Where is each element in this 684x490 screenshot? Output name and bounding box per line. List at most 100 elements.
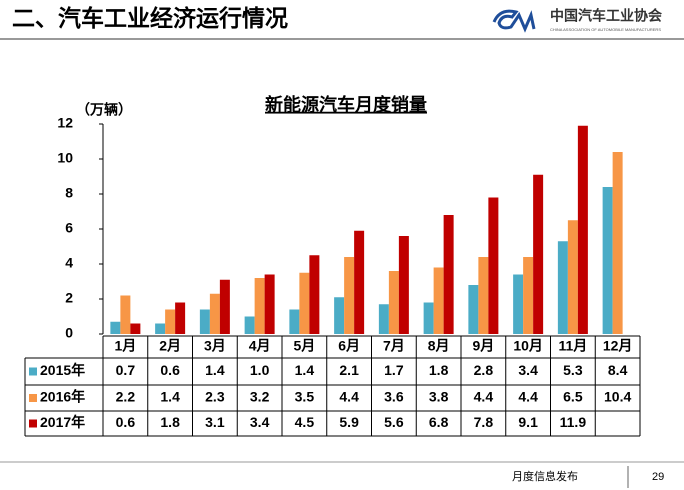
table-value: 3.4 (518, 362, 538, 378)
bar (110, 321, 121, 334)
table-value: 6.8 (429, 414, 449, 430)
legend-label: 2016年 (40, 389, 85, 405)
legend-label: 2015年 (40, 362, 85, 378)
y-tick-label: 2 (65, 290, 73, 306)
x-tick-label: 6月 (338, 338, 360, 354)
table-value: 2.1 (339, 362, 359, 378)
y-tick-label: 6 (65, 220, 73, 236)
table-value: 1.0 (250, 362, 270, 378)
table-value: 11.9 (560, 414, 587, 430)
table-value: 8.4 (608, 362, 628, 378)
bar (219, 279, 230, 334)
page-number: 29 (652, 471, 664, 483)
bar (354, 230, 365, 334)
y-tick-label: 12 (57, 115, 73, 131)
table-value: 3.2 (250, 389, 270, 405)
bar (612, 152, 623, 334)
table-value: 2.3 (205, 389, 225, 405)
x-tick-label: 8月 (428, 338, 450, 354)
bar (513, 274, 524, 334)
bar (155, 323, 166, 334)
y-axis-label: （万辆） (76, 102, 132, 118)
table-value: 3.1 (205, 414, 225, 430)
bar (334, 297, 345, 334)
logo-mark (492, 9, 536, 33)
table-value: 3.8 (429, 389, 449, 405)
table-value: 1.8 (160, 414, 180, 430)
bar (378, 304, 389, 334)
bar (130, 323, 141, 334)
x-tick-label: 4月 (249, 338, 271, 354)
bar (299, 272, 310, 334)
table-value: 5.9 (339, 414, 359, 430)
bar (567, 220, 578, 334)
logo-text: 中国汽车工业协会 (550, 8, 663, 24)
x-tick-label: 7月 (383, 338, 405, 354)
bar (433, 267, 444, 334)
y-tick-label: 4 (65, 255, 73, 271)
bar (344, 257, 355, 334)
table-value: 5.6 (384, 414, 404, 430)
bar (423, 302, 434, 334)
bar (468, 285, 479, 334)
bar (209, 293, 220, 334)
bar (602, 187, 613, 334)
bar (388, 271, 399, 334)
chart-title: 新能源汽车月度销量 (265, 94, 427, 115)
bar (199, 309, 210, 334)
table-value: 10.4 (604, 389, 631, 405)
bar (244, 316, 255, 334)
table-value: 0.7 (116, 362, 136, 378)
table-value: 2.8 (474, 362, 494, 378)
table-value: 1.4 (295, 362, 315, 378)
table-value: 5.3 (563, 362, 583, 378)
y-tick-label: 8 (65, 185, 73, 201)
bar (165, 309, 176, 334)
table-value: 1.4 (205, 362, 225, 378)
table-value: 3.6 (384, 389, 404, 405)
bar (309, 255, 320, 334)
legend-swatch (29, 419, 37, 428)
bar (557, 241, 568, 334)
footer-text: 月度信息发布 (512, 469, 578, 483)
legend-label: 2017年 (40, 414, 85, 430)
table-value: 1.4 (160, 389, 180, 405)
header-rule (0, 38, 684, 40)
x-tick-label: 1月 (114, 338, 136, 354)
legend-swatch (29, 367, 37, 376)
bar (120, 295, 131, 334)
logo-subtext: CHINA ASSOCIATION OF AUTOMOBILE MANUFACT… (550, 27, 661, 32)
bar (478, 257, 489, 334)
bar (398, 236, 409, 334)
bar (175, 302, 186, 334)
table-value: 0.6 (160, 362, 180, 378)
x-tick-label: 2月 (159, 338, 181, 354)
y-tick-label: 0 (65, 325, 73, 341)
table-value: 4.4 (518, 389, 538, 405)
table-value: 2.2 (116, 389, 136, 405)
table-value: 4.4 (474, 389, 494, 405)
x-tick-label: 10月 (513, 338, 543, 354)
x-tick-label: 12月 (603, 338, 633, 354)
table-value: 3.5 (295, 389, 315, 405)
x-tick-label: 3月 (204, 338, 226, 354)
table-value: 4.5 (295, 414, 315, 430)
bar (443, 215, 454, 334)
x-tick-label: 11月 (558, 338, 587, 354)
header-title: 二、汽车工业经济运行情况 (12, 5, 288, 31)
table-value: 0.6 (116, 414, 136, 430)
table-value: 3.4 (250, 414, 270, 430)
x-tick-label: 9月 (472, 338, 494, 354)
table-value: 7.8 (474, 414, 494, 430)
bar (533, 174, 544, 334)
table-value: 1.8 (429, 362, 449, 378)
bar (488, 197, 499, 334)
legend-swatch (29, 394, 37, 402)
table-value: 6.5 (563, 389, 583, 405)
bar (289, 309, 300, 334)
table-value: 9.1 (518, 414, 538, 430)
table-value: 4.4 (339, 389, 359, 405)
table-value: 1.7 (384, 362, 404, 378)
